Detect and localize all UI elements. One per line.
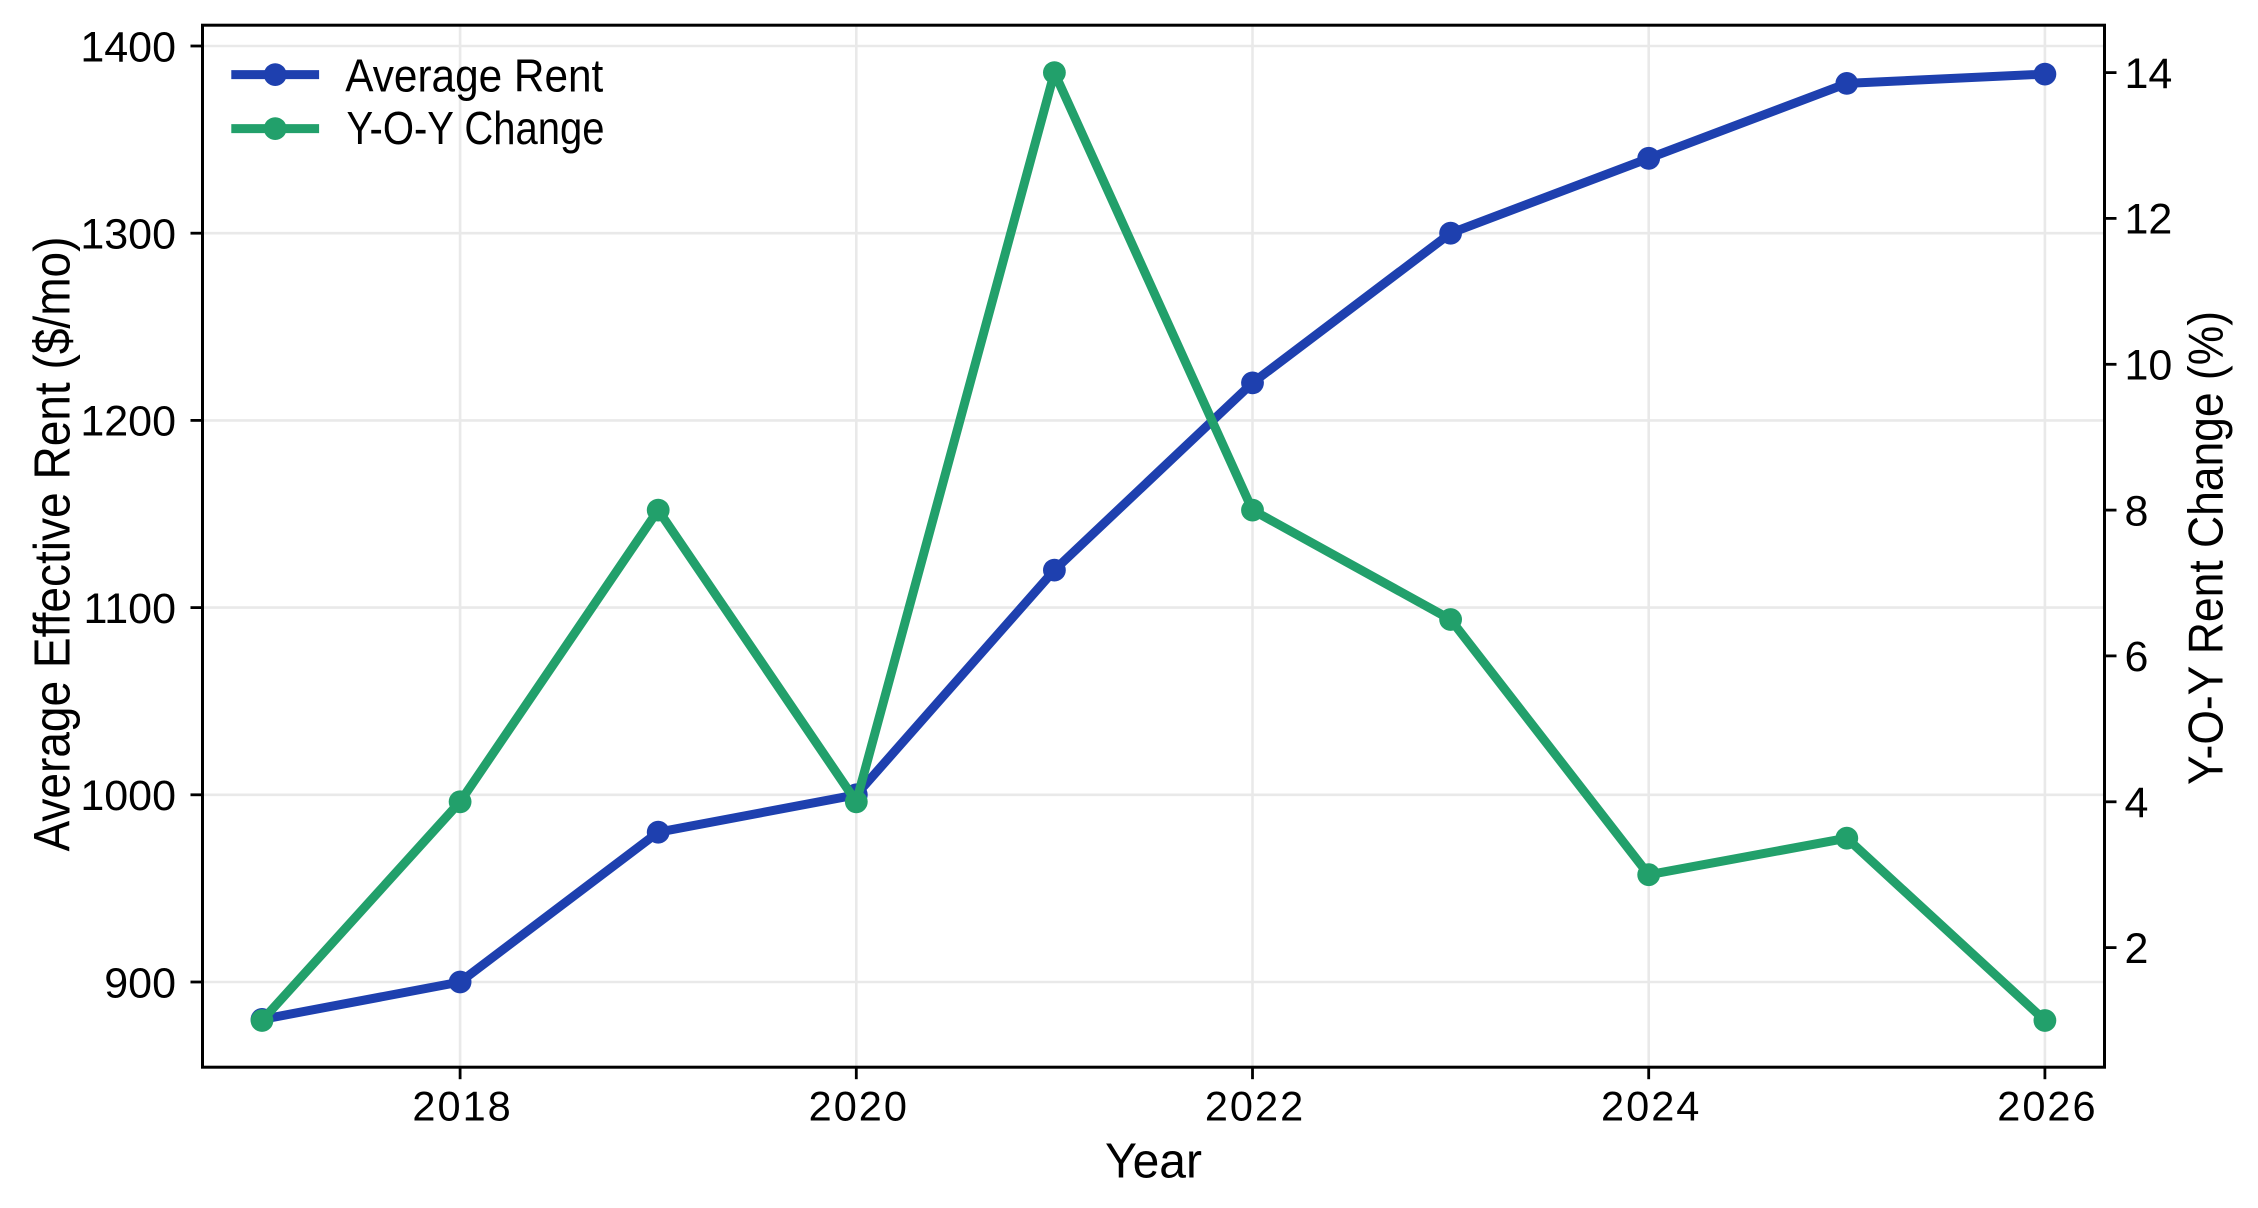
svg-text:10: 10 <box>2125 342 2173 390</box>
svg-text:2022: 2022 <box>1205 1082 1305 1129</box>
svg-text:1100: 1100 <box>84 585 176 633</box>
svg-text:2: 2 <box>2125 925 2149 973</box>
svg-text:8: 8 <box>2125 487 2149 535</box>
svg-text:1400: 1400 <box>80 23 176 71</box>
svg-text:1200: 1200 <box>80 398 176 446</box>
svg-text:Average Effective Rent ($/mo): Average Effective Rent ($/mo) <box>24 237 81 852</box>
svg-text:6: 6 <box>2125 633 2149 681</box>
svg-text:4: 4 <box>2125 779 2149 827</box>
svg-text:Year: Year <box>1105 1135 1202 1189</box>
svg-text:1300: 1300 <box>80 211 176 259</box>
svg-text:2024: 2024 <box>1601 1082 1701 1129</box>
svg-text:2018: 2018 <box>412 1082 512 1129</box>
svg-text:14: 14 <box>2125 50 2173 98</box>
svg-text:900: 900 <box>104 959 176 1007</box>
svg-text:12: 12 <box>2125 196 2173 244</box>
svg-text:Y-O-Y Change: Y-O-Y Change <box>347 102 605 154</box>
svg-text:1000: 1000 <box>80 772 176 820</box>
svg-text:2026: 2026 <box>1997 1082 2097 1129</box>
svg-text:Average Rent: Average Rent <box>345 50 603 102</box>
svg-text:2020: 2020 <box>809 1082 909 1129</box>
svg-text:Y-O-Y Rent Change (%): Y-O-Y Rent Change (%) <box>2180 311 2234 785</box>
